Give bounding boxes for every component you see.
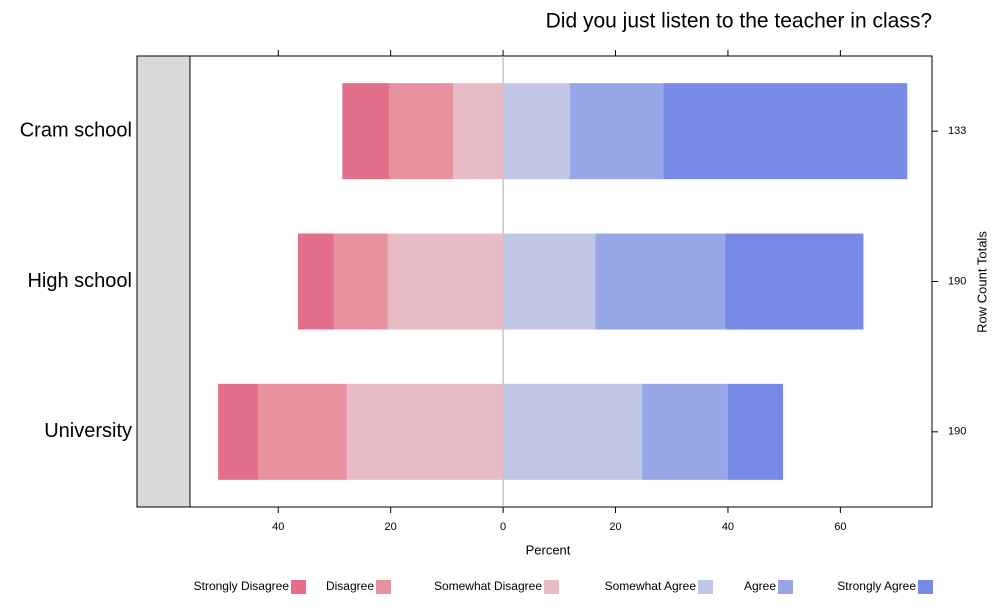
bar-segment xyxy=(297,233,334,330)
bar-segment xyxy=(641,383,728,480)
bar-segment xyxy=(333,233,388,330)
legend-swatch xyxy=(291,580,306,594)
strip-panel xyxy=(136,55,191,508)
legend-swatch xyxy=(544,580,559,594)
legend-swatch xyxy=(778,580,793,594)
legend-swatch xyxy=(918,580,933,594)
legend-label: Strongly Agree xyxy=(837,579,916,593)
legend-label: Somewhat Disagree xyxy=(434,579,542,593)
bar-segment xyxy=(218,383,259,480)
legend-label: Somewhat Agree xyxy=(605,579,697,593)
bar-segment xyxy=(663,83,908,180)
x-tick-label: 20 xyxy=(609,521,621,533)
bar-segment xyxy=(503,233,596,330)
bar-segment xyxy=(503,383,642,480)
bar-segment xyxy=(258,383,347,480)
row-total: 190 xyxy=(948,426,966,438)
x-tick-label: 20 xyxy=(385,521,397,533)
bar-segment xyxy=(388,83,454,180)
row-total: 190 xyxy=(948,275,966,287)
bar-segment xyxy=(503,83,570,180)
row-total: 133 xyxy=(948,125,966,137)
x-tick-label: 40 xyxy=(722,521,734,533)
y-tick-label: University xyxy=(44,420,132,442)
bar-segment xyxy=(387,233,504,330)
legend-label: Agree xyxy=(744,579,776,593)
x-axis-label: Percent xyxy=(526,542,571,557)
bar-segment xyxy=(569,83,664,180)
legend-label: Strongly Disagree xyxy=(194,579,290,593)
legend-swatch xyxy=(698,580,713,594)
bar-segment xyxy=(727,383,784,480)
x-tick-label: 60 xyxy=(834,521,846,533)
x-tick-label: 0 xyxy=(500,521,506,533)
y2-axis-label: Row Count Totals xyxy=(974,231,989,333)
y-tick-label: Cram school xyxy=(20,119,132,141)
chart-title: Did you just listen to the teacher in cl… xyxy=(546,10,932,33)
bar-segment xyxy=(595,233,726,330)
bar-segment xyxy=(453,83,504,180)
x-tick-label: 40 xyxy=(272,521,284,533)
y-tick-label: High school xyxy=(27,270,132,292)
bar-segment xyxy=(342,83,389,180)
legend-swatch xyxy=(376,580,391,594)
legend-label: Disagree xyxy=(326,579,374,593)
bar-segment xyxy=(346,383,504,480)
bar-segment xyxy=(725,233,864,330)
